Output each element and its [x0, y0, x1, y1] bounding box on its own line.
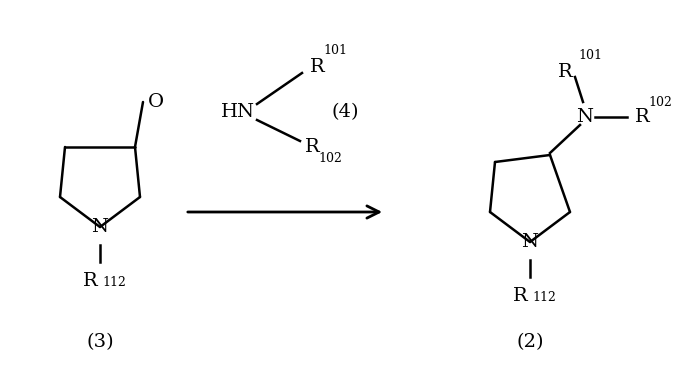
- Text: 112: 112: [102, 276, 126, 289]
- Text: O: O: [148, 93, 164, 111]
- Text: 101: 101: [578, 49, 602, 62]
- Text: (2): (2): [517, 333, 544, 351]
- Text: (3): (3): [86, 333, 114, 351]
- Text: 101: 101: [323, 44, 347, 57]
- Text: 102: 102: [648, 96, 672, 109]
- Text: R: R: [513, 287, 528, 305]
- Text: (4): (4): [332, 103, 359, 121]
- Text: N: N: [91, 218, 108, 236]
- Text: R: R: [635, 108, 650, 126]
- Text: R: R: [310, 58, 325, 76]
- Text: N: N: [521, 233, 538, 251]
- Text: N: N: [577, 108, 593, 126]
- Text: 102: 102: [318, 152, 342, 165]
- Text: R: R: [558, 63, 573, 81]
- Text: R: R: [83, 272, 98, 290]
- Text: HN: HN: [221, 103, 255, 121]
- Text: R: R: [305, 138, 320, 156]
- Text: 112: 112: [532, 291, 556, 304]
